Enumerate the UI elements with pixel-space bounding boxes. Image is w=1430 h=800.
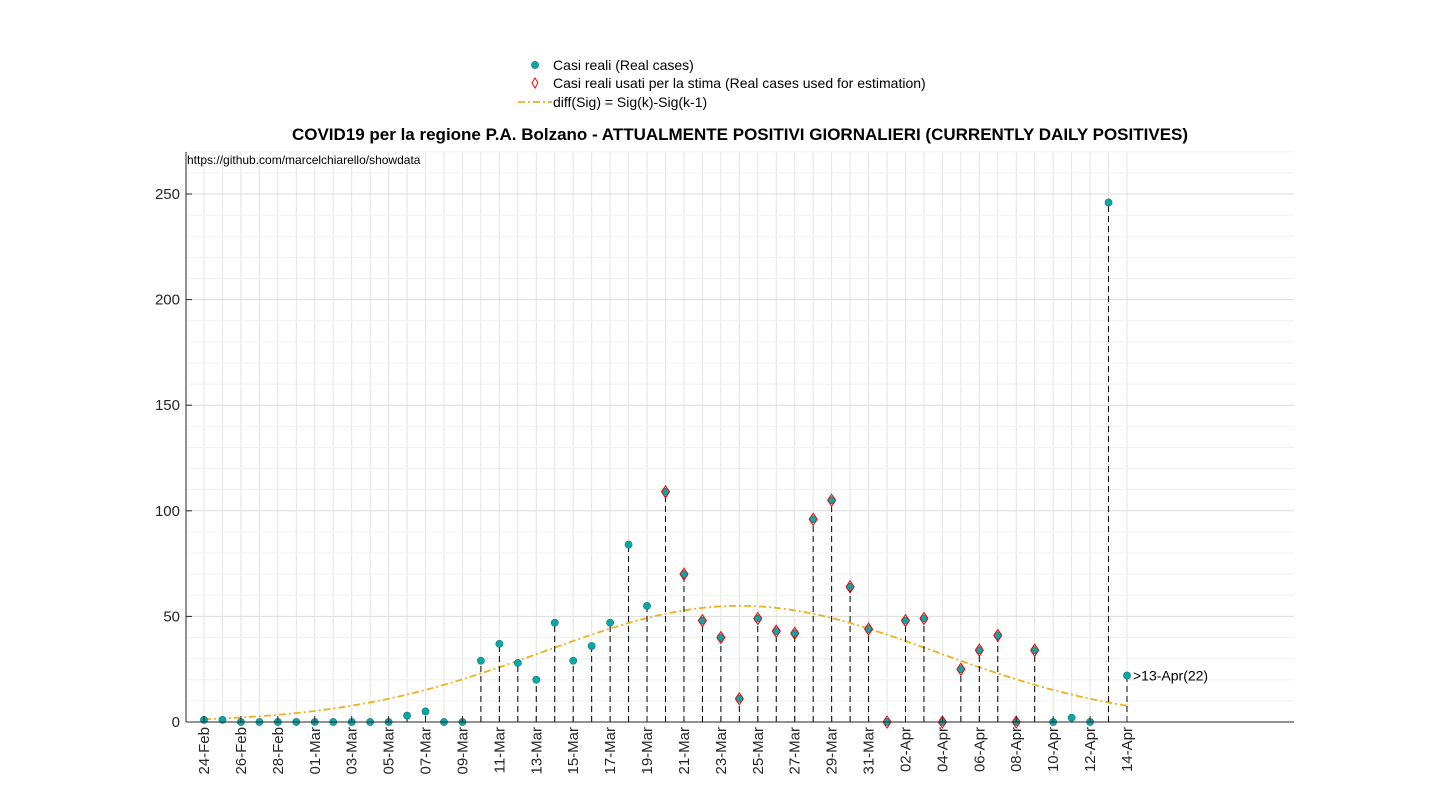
x-tick-label: 13-Mar — [528, 727, 545, 775]
x-tick-label: 03-Mar — [344, 727, 361, 775]
x-tick-label: 11-Mar — [491, 727, 508, 773]
y-tick-label: 0 — [172, 714, 180, 731]
y-tick-label: 200 — [155, 292, 180, 309]
y-tick-label: 50 — [163, 608, 180, 625]
y-tick-label: 250 — [155, 186, 180, 203]
x-tick-label: 15-Mar — [565, 727, 582, 775]
real-case-point — [643, 601, 651, 610]
real-case-point — [1104, 198, 1113, 207]
source-url-note: https://github.com/marcelchiarello/showd… — [187, 153, 421, 167]
x-tick-label: 07-Mar — [418, 727, 435, 775]
legend-real-cases-marker — [531, 61, 539, 69]
x-tick-label: 19-Mar — [639, 727, 656, 775]
x-tick-label: 26-Feb — [233, 727, 250, 775]
real-case-point — [403, 711, 411, 720]
x-tick-label: 06-Apr — [971, 727, 988, 772]
legend-estimation-diamond-marker — [531, 77, 539, 89]
x-tick-label: 12-Apr — [1082, 727, 1099, 772]
x-tick-label: 24-Feb — [196, 727, 213, 775]
legend: Casi reali (Real cases) Casi reali usati… — [518, 57, 926, 110]
real-case-point — [532, 675, 541, 684]
x-tick-label: 23-Mar — [713, 727, 730, 775]
estimation-diamond — [771, 624, 781, 639]
plot-area: 0 50 100 150 200 250 24-Feb 26-Feb 28-Feb 01-Mar… — [155, 151, 1294, 775]
estimation-diamond — [716, 630, 726, 645]
x-tick-label: 14-Apr — [1119, 727, 1136, 772]
estimation-diamond — [1011, 715, 1021, 729]
plot-background — [186, 152, 1294, 722]
x-tick-label: 04-Apr — [934, 727, 951, 772]
x-tick-label: 27-Mar — [787, 727, 804, 775]
estimation-diamond — [827, 493, 837, 508]
real-case-point — [550, 618, 559, 627]
estimation-diamond — [882, 715, 892, 729]
stem-lines-layer — [203, 202, 1128, 722]
real-case-point — [1067, 713, 1076, 722]
grid-lines — [186, 151, 1294, 722]
real-case-point — [1123, 671, 1131, 680]
x-tick-label: 25-Mar — [750, 727, 767, 775]
real-case-point — [606, 618, 615, 627]
x-tick-labels: 24-Feb 26-Feb 28-Feb 01-Mar 03-Mar 05-Mar 07-M… — [196, 716, 1136, 775]
real-case-point — [421, 707, 430, 716]
real-case-point — [569, 656, 578, 665]
estimation-diamond — [808, 512, 818, 527]
estimation-diamond — [1030, 643, 1040, 658]
diff-sig-curve-layer — [203, 604, 1128, 721]
x-tick-label: 05-Mar — [381, 727, 398, 775]
x-tick-label: 29-Mar — [824, 727, 841, 775]
estimation-diamond — [697, 613, 708, 628]
estimation-diamond — [956, 662, 966, 677]
x-tick-label: 17-Mar — [602, 727, 619, 775]
estimation-diamond — [679, 567, 689, 582]
y-tick-labels: 0 50 100 150 200 250 — [155, 186, 192, 731]
estimation-diamond — [863, 622, 874, 636]
diff-sig-curve — [203, 604, 1128, 721]
x-tick-label: 31-Mar — [861, 727, 878, 775]
estimation-diamond — [937, 715, 948, 729]
estimation-diamond — [753, 611, 763, 626]
estimation-diamonds-layer — [660, 484, 1040, 729]
x-tick-label: 08-Apr — [1008, 727, 1025, 772]
x-tick-label: 02-Apr — [897, 727, 914, 772]
estimation-diamond — [734, 691, 744, 706]
real-case-point — [495, 639, 504, 648]
legend-diff-sig-label: diff(Sig) = Sig(k)-Sig(k-1) — [553, 94, 707, 110]
real-case-point — [476, 656, 485, 665]
real-case-point — [624, 540, 633, 549]
estimation-diamond — [919, 611, 929, 626]
estimation-diamond — [974, 643, 984, 658]
x-tick-label: 10-Apr — [1045, 727, 1062, 772]
x-tick-label: 21-Mar — [676, 727, 693, 775]
x-tick-label: 01-Mar — [307, 727, 324, 775]
real-case-point — [587, 642, 596, 650]
chart-title: COVID19 per la regione P.A. Bolzano - AT… — [292, 125, 1188, 144]
legend-real-cases-label: Casi reali (Real cases) — [553, 57, 694, 73]
real-case-point — [513, 658, 522, 667]
x-tick-label: 28-Feb — [270, 727, 287, 775]
estimation-diamond — [845, 579, 855, 594]
estimation-diamond — [993, 628, 1003, 643]
estimation-diamond — [900, 613, 911, 628]
x-tick-label: 09-Mar — [454, 727, 471, 775]
estimation-diamond — [790, 626, 800, 641]
legend-estimation-cases-label: Casi reali usati per la stima (Real case… — [553, 75, 926, 91]
last-point-annotation: >13-Apr(22) — [1133, 668, 1208, 684]
y-tick-label: 150 — [155, 397, 180, 414]
y-tick-label: 100 — [155, 503, 180, 520]
estimation-diamond — [660, 484, 671, 499]
